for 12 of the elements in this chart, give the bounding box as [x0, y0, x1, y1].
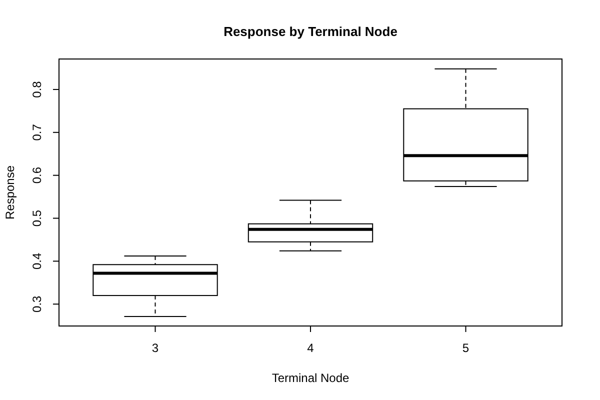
y-tick-label: 0.3 [30, 295, 44, 312]
x-tick-label: 3 [152, 341, 159, 355]
y-axis-title: Response [3, 165, 17, 220]
x-axis-title: Terminal Node [272, 371, 350, 385]
x-tick-label: 4 [307, 341, 314, 355]
y-tick-label: 0.7 [30, 124, 44, 141]
chart-title: Response by Terminal Node [224, 24, 398, 39]
y-tick-label: 0.8 [30, 80, 44, 98]
y-tick-label: 0.5 [30, 210, 44, 227]
y-tick-label: 0.4 [30, 252, 44, 270]
y-tick-label: 0.6 [30, 166, 44, 184]
x-tick-label: 5 [462, 341, 470, 355]
